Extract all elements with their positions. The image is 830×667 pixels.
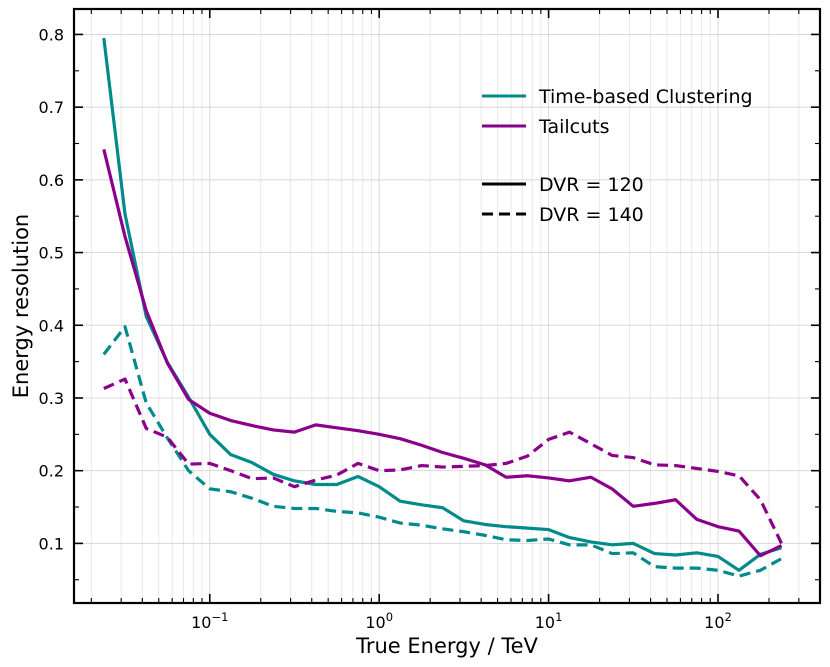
legend-label-dvr-120: DVR = 120 (539, 174, 644, 196)
y-tick-label: 0.6 (39, 171, 64, 190)
x-axis-title: True Energy / TeV (355, 634, 538, 658)
x-tick-label: 101 (535, 610, 563, 632)
x-tick-label: 102 (704, 610, 732, 632)
x-tick-label: 10−1 (191, 610, 228, 632)
series-line-1 (102, 148, 783, 558)
legend: Time-based Clustering Tailcuts DVR = 120… (482, 86, 753, 226)
x-tick-base: 10 (704, 613, 724, 632)
y-tick-label: 0.8 (39, 25, 64, 44)
legend-label-tailcuts: Tailcuts (538, 116, 610, 138)
y-tick-label: 0.7 (39, 98, 64, 117)
x-tick-base: 10 (535, 613, 555, 632)
ticks (74, 9, 821, 603)
series-line-2 (102, 325, 783, 578)
x-tick-base: 10 (365, 613, 385, 632)
series-lines (102, 37, 783, 578)
x-tick-exponent: 1 (555, 610, 562, 624)
y-tick-label: 0.1 (39, 534, 64, 553)
series-line-0 (102, 37, 782, 572)
x-tick-exponent: 0 (386, 610, 393, 624)
x-tick-base: 10 (191, 613, 211, 632)
y-tick-label: 0.3 (39, 389, 64, 408)
plot-frame (72, 7, 822, 605)
y-axis-title: Energy resolution (9, 214, 33, 398)
y-tick-label: 0.4 (39, 316, 64, 335)
y-tick-label: 0.5 (39, 244, 64, 263)
y-tick-label: 0.2 (39, 462, 64, 481)
legend-label-time-based-clustering: Time-based Clustering (538, 86, 753, 108)
series-line-3 (103, 377, 783, 545)
x-tick-label: 100 (365, 610, 393, 632)
x-tick-exponent: 2 (725, 610, 732, 624)
x-tick-exponent: −1 (211, 610, 228, 624)
legend-label-dvr-140: DVR = 140 (539, 204, 644, 226)
